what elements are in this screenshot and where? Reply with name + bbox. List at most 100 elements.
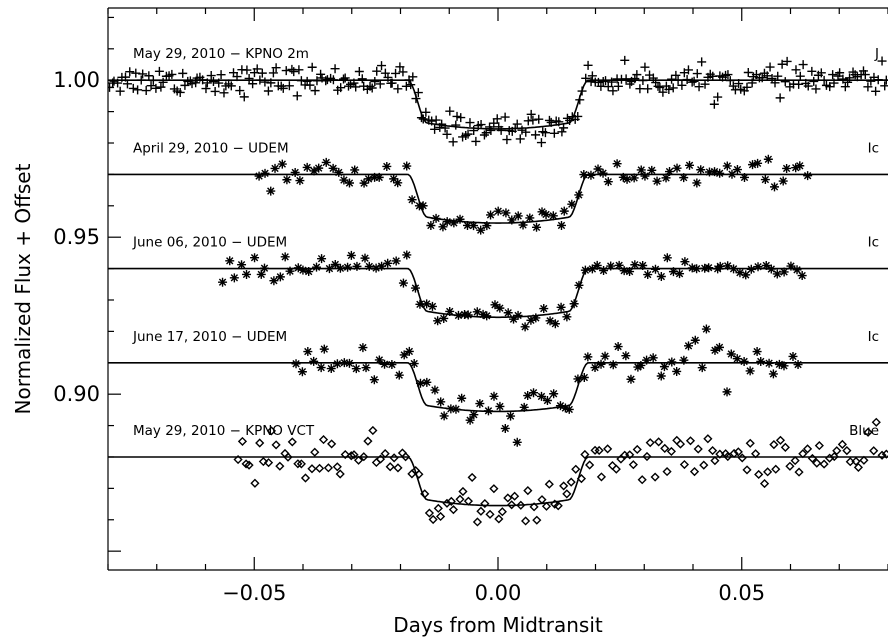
- data-point-plus: [492, 114, 502, 124]
- data-point-asterisk: [704, 263, 714, 273]
- data-point-asterisk: [426, 220, 436, 230]
- data-point-diamond: [751, 449, 761, 459]
- data-point-plus: [206, 71, 216, 81]
- data-point-asterisk: [465, 415, 475, 425]
- data-point-plus: [630, 74, 640, 84]
- data-points: [108, 55, 888, 527]
- data-point-asterisk: [659, 362, 669, 372]
- data-point-diamond: [335, 469, 345, 479]
- data-point-asterisk: [509, 314, 519, 324]
- data-point-diamond: [871, 417, 881, 427]
- data-point-asterisk: [665, 167, 675, 177]
- data-point-diamond: [389, 453, 399, 463]
- data-point-plus: [577, 86, 587, 96]
- data-point-plus: [406, 80, 416, 90]
- data-point-plus: [860, 70, 870, 80]
- data-point-asterisk: [564, 404, 574, 414]
- data-point-asterisk: [455, 214, 465, 224]
- data-point-asterisk: [383, 258, 393, 268]
- data-point-plus: [534, 114, 544, 124]
- data-point-diamond: [580, 449, 590, 460]
- data-point-asterisk: [453, 310, 463, 320]
- data-point-asterisk: [285, 266, 295, 276]
- data-point-diamond: [594, 445, 604, 456]
- data-point-plus: [465, 118, 475, 128]
- data-point-asterisk: [343, 262, 353, 272]
- data-point-plus: [546, 117, 556, 127]
- data-point-asterisk: [586, 170, 596, 180]
- data-point-asterisk: [697, 363, 707, 373]
- data-point-plus: [343, 81, 353, 91]
- data-point-asterisk: [493, 206, 503, 216]
- data-point-plus: [476, 120, 486, 130]
- data-point-diamond: [287, 437, 297, 447]
- data-point-plus: [357, 74, 367, 84]
- data-point-asterisk: [579, 373, 589, 383]
- data-point-asterisk: [218, 277, 228, 287]
- series-name-label: April 29, 2010 − UDEM: [133, 140, 289, 156]
- data-point-diamond: [510, 491, 520, 501]
- data-point-asterisk: [489, 391, 499, 401]
- data-point-asterisk: [741, 270, 751, 280]
- data-point-asterisk: [512, 437, 522, 447]
- data-point-diamond: [433, 503, 443, 513]
- data-point-asterisk: [314, 163, 324, 173]
- data-point-plus: [635, 84, 645, 94]
- data-point-asterisk: [761, 260, 771, 270]
- data-point-diamond: [266, 426, 277, 436]
- data-point-asterisk: [732, 165, 742, 175]
- data-point-plus: [881, 75, 888, 85]
- data-point-plus: [226, 81, 236, 91]
- data-point-asterisk: [393, 178, 403, 188]
- data-point-asterisk: [647, 165, 657, 175]
- data-point-plus: [653, 81, 663, 91]
- data-point-diamond: [283, 452, 293, 462]
- model-curve: [108, 173, 888, 224]
- data-point-diamond: [780, 442, 790, 452]
- data-point-diamond: [832, 446, 842, 456]
- data-point-asterisk: [361, 363, 371, 373]
- data-point-diamond: [877, 450, 887, 460]
- data-point-plus: [481, 128, 491, 138]
- data-point-plus: [445, 106, 455, 116]
- data-point-diamond: [689, 467, 700, 477]
- data-point-asterisk: [418, 201, 428, 211]
- data-point-plus: [632, 70, 642, 80]
- data-point-diamond: [576, 474, 587, 484]
- data-point-diamond: [703, 434, 713, 444]
- data-point-diamond: [332, 462, 342, 472]
- data-point-asterisk: [469, 410, 479, 420]
- data-point-plus: [201, 84, 211, 94]
- data-point-asterisk: [679, 173, 689, 183]
- data-point-diamond: [359, 452, 369, 462]
- data-point-plus: [689, 76, 699, 86]
- data-point-plus: [336, 83, 346, 93]
- data-point-plus: [372, 66, 382, 76]
- data-point-asterisk: [352, 261, 362, 271]
- data-point-diamond: [480, 498, 490, 509]
- data-point-diamond: [693, 444, 703, 454]
- data-point-asterisk: [495, 303, 505, 313]
- data-point-plus: [668, 83, 678, 93]
- data-point-plus: [643, 84, 653, 94]
- data-point-asterisk: [295, 176, 305, 186]
- data-point-plus: [773, 71, 783, 81]
- data-point-asterisk: [377, 261, 387, 271]
- data-point-diamond: [310, 447, 320, 457]
- data-point-plus: [536, 138, 546, 148]
- data-point-asterisk: [462, 220, 472, 230]
- data-point-asterisk: [275, 272, 285, 282]
- data-point-plus: [328, 75, 338, 85]
- data-point-plus: [780, 77, 790, 87]
- data-point-asterisk: [380, 359, 390, 369]
- data-point-asterisk: [370, 172, 380, 182]
- data-point-plus: [349, 78, 359, 88]
- data-point-asterisk: [756, 356, 766, 366]
- data-point-asterisk: [621, 351, 631, 361]
- data-point-plus: [191, 78, 201, 88]
- data-point-asterisk: [614, 260, 624, 270]
- data-point-diamond: [742, 465, 752, 475]
- data-point-asterisk: [633, 362, 643, 372]
- data-point-asterisk: [436, 397, 446, 407]
- data-point-plus: [312, 76, 322, 86]
